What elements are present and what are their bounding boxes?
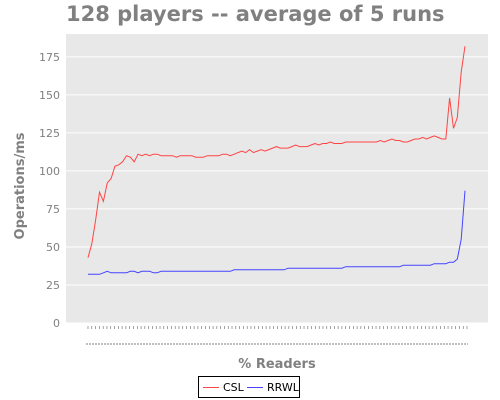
legend-label-csl: CSL bbox=[223, 381, 244, 394]
series-line-rrwl bbox=[88, 190, 466, 275]
gridlines bbox=[66, 56, 488, 324]
axes: 0 25 50 75 100 125 150 175 bbox=[39, 51, 468, 345]
x-axis-label: % Readers bbox=[238, 357, 316, 372]
legend-swatch-rrwl bbox=[247, 387, 263, 388]
legend: CSL RRWL bbox=[198, 376, 300, 398]
legend-label-rrwl: RRWL bbox=[267, 381, 299, 394]
y-tick-label: 175 bbox=[39, 51, 60, 64]
y-axis-label: Operations/ms bbox=[13, 132, 28, 239]
series-lines bbox=[87, 46, 466, 275]
y-tick-label: 0 bbox=[53, 317, 60, 330]
series-line-csl bbox=[87, 46, 466, 258]
y-tick-label: 25 bbox=[46, 279, 60, 292]
y-tick-label: 100 bbox=[39, 165, 60, 178]
y-tick-label: 75 bbox=[46, 203, 60, 216]
legend-swatch-csl bbox=[203, 387, 219, 388]
y-tick-label: 150 bbox=[39, 89, 60, 102]
plot-area bbox=[66, 34, 488, 323]
y-tick-label: 125 bbox=[39, 127, 60, 140]
chart-title: 128 players -- average of 5 runs bbox=[66, 2, 445, 26]
y-tick-label: 50 bbox=[46, 241, 60, 254]
